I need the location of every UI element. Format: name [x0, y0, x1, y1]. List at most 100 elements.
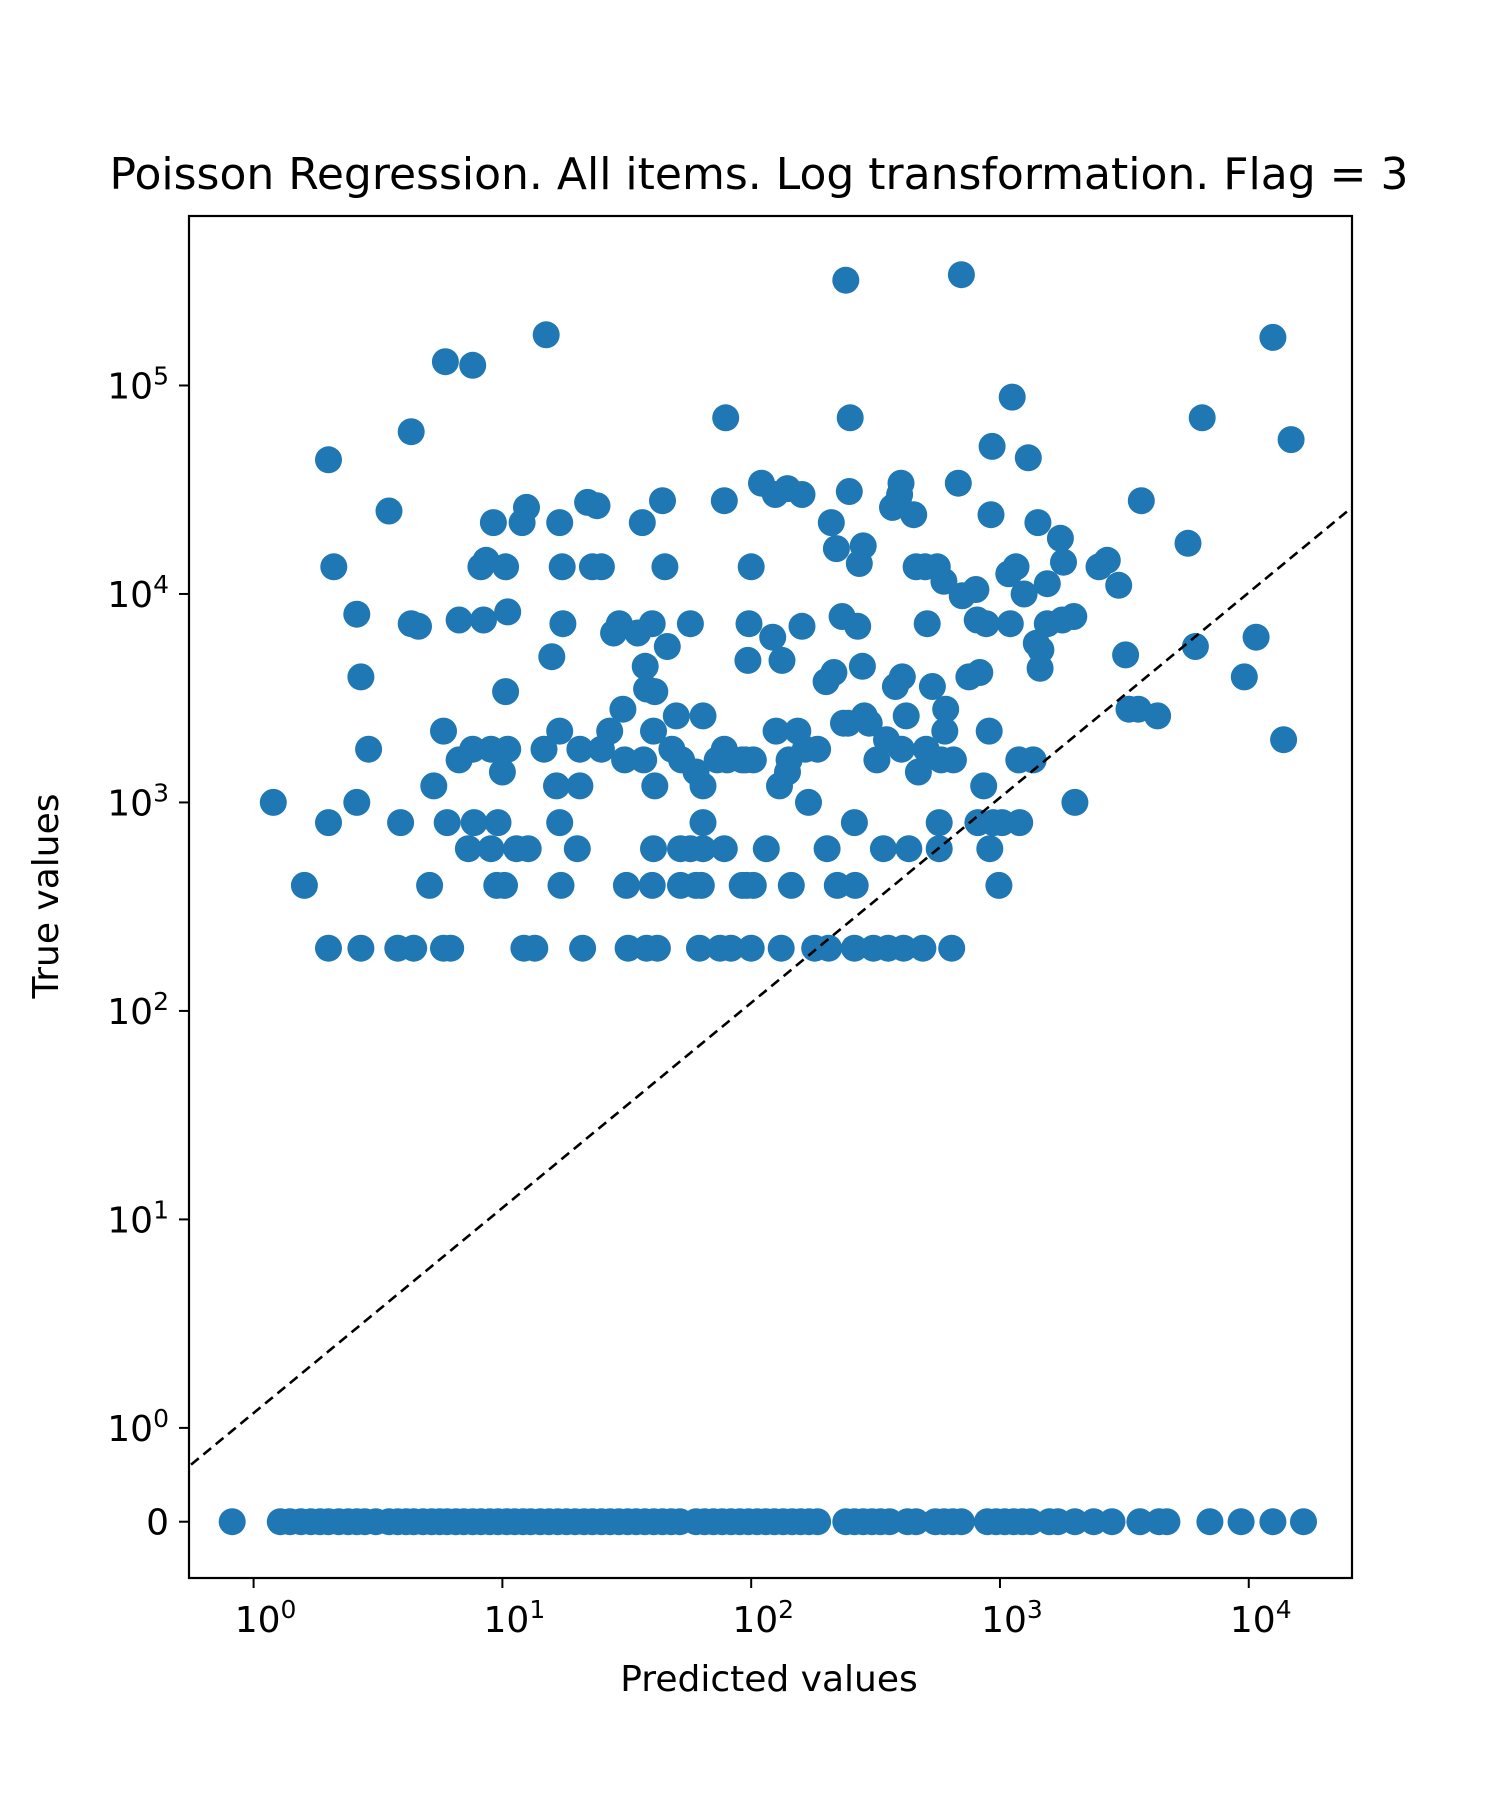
- data-point: [583, 492, 611, 520]
- data-point: [549, 610, 577, 638]
- data-point: [904, 758, 932, 786]
- data-point: [530, 735, 558, 763]
- data-point: [521, 934, 549, 962]
- data-point: [631, 652, 659, 680]
- data-point: [978, 432, 1006, 460]
- data-point: [431, 348, 459, 376]
- data-point: [869, 835, 897, 863]
- data-point: [290, 871, 318, 899]
- data-point: [596, 717, 624, 745]
- x-tick-label: 104: [1230, 1595, 1292, 1641]
- data-point: [315, 446, 342, 474]
- y-tick-label: 104: [107, 570, 169, 616]
- data-point: [931, 717, 959, 745]
- data-point: [1259, 323, 1287, 351]
- data-point: [739, 871, 767, 899]
- data-point: [975, 717, 1003, 745]
- data-point: [1126, 1508, 1154, 1536]
- data-point: [739, 746, 767, 774]
- data-point: [902, 1508, 930, 1536]
- data-point: [1024, 509, 1052, 537]
- data-point: [563, 835, 591, 863]
- data-point: [1181, 633, 1209, 660]
- data-point: [343, 788, 371, 816]
- data-point: [641, 678, 669, 706]
- data-point: [712, 404, 740, 432]
- data-point: [566, 735, 594, 763]
- data-point: [347, 663, 375, 691]
- data-point: [1033, 570, 1061, 598]
- data-point: [925, 809, 953, 837]
- data-point: [641, 772, 669, 800]
- data-point: [1227, 1508, 1255, 1536]
- data-point: [547, 871, 575, 899]
- data-point: [909, 934, 937, 962]
- data-point: [835, 478, 863, 505]
- data-point: [804, 1508, 832, 1536]
- y-tick-label: 101: [107, 1195, 169, 1241]
- data-point: [1230, 663, 1258, 691]
- reference-line: [189, 506, 1352, 1468]
- data-point: [347, 934, 375, 962]
- data-point: [532, 321, 560, 349]
- data-point: [944, 469, 972, 497]
- data-point: [844, 612, 872, 640]
- data-point: [1153, 1508, 1181, 1536]
- data-point: [494, 598, 522, 626]
- data-point: [1014, 444, 1042, 472]
- data-point: [686, 934, 713, 962]
- data-point: [1093, 546, 1121, 574]
- data-point: [484, 809, 512, 837]
- data-point: [1112, 641, 1140, 669]
- data-point: [1006, 809, 1034, 837]
- data-point: [460, 809, 488, 837]
- data-point: [735, 610, 763, 638]
- data-point: [918, 673, 946, 700]
- data-point: [1144, 702, 1172, 730]
- data-point: [546, 717, 574, 745]
- data-point: [689, 809, 717, 837]
- data-point: [1270, 726, 1298, 754]
- data-point: [737, 553, 765, 581]
- data-point: [1046, 524, 1074, 552]
- data-point: [416, 871, 444, 899]
- data-point: [947, 1508, 975, 1536]
- data-point: [813, 835, 841, 863]
- data-point: [788, 481, 816, 508]
- chart-title: Poisson Regression. All items. Log trans…: [110, 149, 1409, 200]
- data-point: [492, 553, 520, 581]
- data-point: [315, 809, 342, 837]
- data-point: [587, 553, 615, 581]
- y-tick-label: 0: [146, 1503, 169, 1544]
- data-point: [752, 835, 780, 863]
- data-point: [492, 678, 520, 706]
- data-point: [375, 497, 403, 525]
- y-axis: 0 100 101 102 103 104 105: [107, 361, 189, 1544]
- data-point: [900, 501, 928, 529]
- data-point: [488, 758, 516, 786]
- data-point: [1242, 623, 1270, 651]
- data-point: [966, 659, 994, 686]
- data-point: [543, 772, 570, 800]
- data-point: [400, 934, 428, 962]
- data-point: [815, 934, 843, 962]
- y-tick-label: 100: [107, 1404, 169, 1450]
- y-tick-label: 103: [107, 778, 169, 824]
- data-point: [459, 351, 487, 379]
- data-point: [405, 612, 432, 640]
- data-point: [768, 646, 796, 674]
- data-point: [343, 600, 371, 628]
- data-point: [546, 509, 574, 537]
- data-point: [836, 404, 864, 432]
- data-point: [840, 934, 868, 962]
- data-point: [513, 493, 540, 521]
- data-point: [970, 772, 998, 800]
- data-point: [1017, 1508, 1045, 1536]
- data-point: [1127, 487, 1155, 515]
- data-point: [1010, 580, 1038, 608]
- data-point: [841, 871, 869, 899]
- data-point: [649, 487, 676, 515]
- y-tick-label: 102: [107, 987, 169, 1033]
- data-point: [430, 717, 457, 745]
